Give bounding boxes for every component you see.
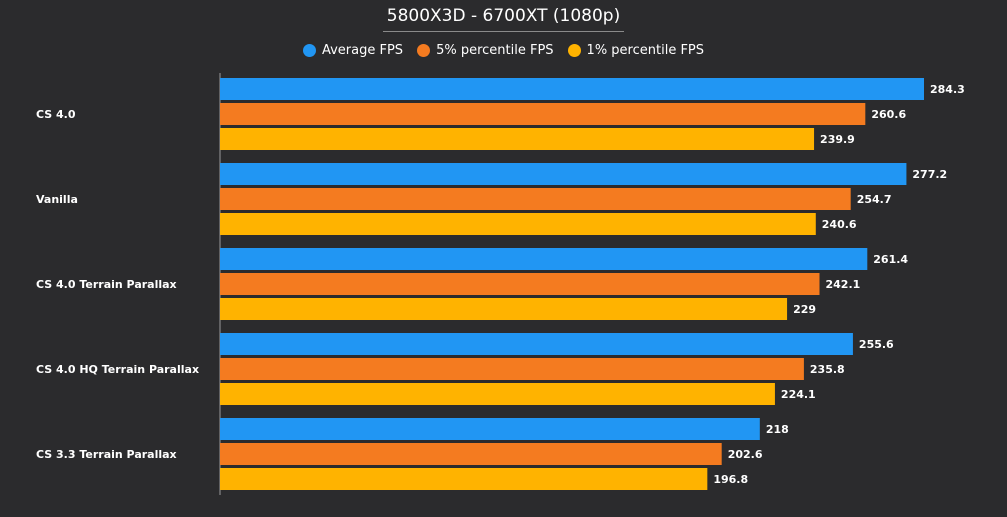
bar	[220, 298, 788, 320]
bar	[220, 248, 868, 270]
data-label: 196.8	[713, 473, 748, 486]
bar	[220, 358, 804, 380]
legend: Average FPS 5% percentile FPS 1% percent…	[0, 43, 1007, 58]
legend-item-1-percentile-fps[interactable]: 1% percentile FPS	[567, 43, 705, 58]
data-label: 235.8	[810, 363, 845, 376]
bar	[220, 213, 816, 235]
data-label: 284.3	[930, 83, 965, 96]
category-label: CS 4.0 Terrain Parallax	[36, 278, 177, 291]
bar	[220, 78, 924, 100]
data-label: 242.1	[826, 278, 861, 291]
legend-item-5-percentile-fps[interactable]: 5% percentile FPS	[417, 43, 554, 58]
data-label: 260.6	[871, 108, 906, 121]
bar	[220, 383, 775, 405]
bar	[220, 103, 866, 125]
bar	[220, 163, 907, 185]
data-label: 229	[793, 303, 816, 316]
data-label: 218	[766, 423, 789, 436]
category-label: CS 3.3 Terrain Parallax	[36, 448, 177, 461]
data-label: 240.6	[822, 218, 857, 231]
legend-item-average-fps[interactable]: Average FPS	[302, 43, 404, 58]
data-label: 261.4	[873, 253, 908, 266]
bar	[220, 128, 815, 150]
data-label: 202.6	[728, 448, 763, 461]
legend-label-average-fps: Average FPS	[321, 43, 404, 58]
category-label: CS 4.0	[36, 108, 76, 121]
bar	[220, 418, 760, 440]
bar	[220, 188, 851, 210]
bar	[220, 333, 853, 355]
legend-label-1-percentile-fps: 1% percentile FPS	[586, 43, 705, 58]
category-label: CS 4.0 HQ Terrain Parallax	[36, 363, 199, 376]
bar	[220, 443, 722, 465]
data-label: 224.1	[781, 388, 816, 401]
legend-swatch-5-percentile-fps	[417, 44, 431, 57]
bar	[220, 468, 708, 490]
data-label: 277.2	[912, 168, 947, 181]
chart-title: 5800X3D - 6700XT (1080p)	[0, 6, 1007, 32]
legend-label-5-percentile-fps: 5% percentile FPS	[436, 43, 554, 58]
data-label: 239.9	[820, 133, 855, 146]
chart-title-text: 5800X3D - 6700XT (1080p)	[382, 6, 625, 32]
data-label: 254.7	[857, 193, 892, 206]
legend-swatch-1-percentile-fps	[567, 44, 581, 57]
bar	[220, 273, 820, 295]
legend-swatch-average-fps	[302, 44, 316, 57]
category-label: Vanilla	[36, 193, 78, 206]
data-label: 255.6	[859, 338, 894, 351]
